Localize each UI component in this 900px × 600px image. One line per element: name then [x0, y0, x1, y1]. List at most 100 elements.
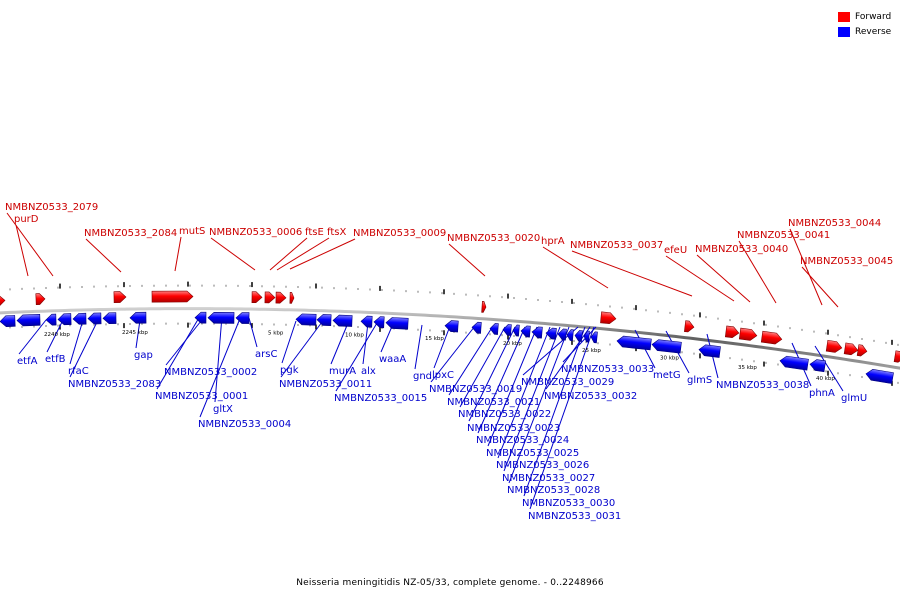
reverse-gene-label-pgk[interactable]: pgk — [280, 365, 299, 376]
reverse-gene-label-nmbnz0533-0004[interactable]: NMBNZ0533_0004 — [198, 419, 291, 430]
forward-gene-label-hpra[interactable]: hprA — [541, 236, 565, 247]
gene-arrow-forward-13[interactable] — [760, 330, 783, 345]
reverse-gene-label-etfb[interactable]: etfB — [45, 354, 66, 365]
forward-gene-label-nmbnz0533-0041[interactable]: NMBNZ0533_0041 — [737, 230, 830, 241]
forward-gene-label-nmbnz0533-0037[interactable]: NMBNZ0533_0037 — [570, 240, 663, 251]
gene-arrow-reverse-5[interactable] — [87, 312, 102, 325]
gene-arrow-forward-9[interactable] — [600, 311, 617, 324]
forward-gene-label-nmbnz0533-0040[interactable]: NMBNZ0533_0040 — [695, 244, 788, 255]
gene-arrow-reverse-13[interactable] — [332, 314, 353, 327]
gene-arrow-reverse-21[interactable] — [512, 324, 520, 337]
gene-arrow-reverse-9[interactable] — [207, 311, 235, 324]
forward-gene-label-purd[interactable]: purD — [14, 214, 39, 225]
reverse-gene-label-nmbnz0533-0033[interactable]: NMBNZ0533_0033 — [561, 364, 654, 375]
gene-arrow-reverse-34[interactable] — [809, 359, 826, 373]
reverse-gene-label-nmbnz0533-0027[interactable]: NMBNZ0533_0027 — [502, 473, 595, 484]
reverse-gene-label-glms[interactable]: glmS — [687, 375, 712, 386]
gene-arrow-forward-0[interactable] — [0, 294, 6, 307]
forward-gene-label-efeu[interactable]: efeU — [664, 245, 687, 256]
reverse-gene-label-waaa[interactable]: waaA — [379, 354, 406, 365]
forward-gene-label-ftsx[interactable]: ftsX — [327, 227, 346, 238]
gene-arrow-reverse-33[interactable] — [779, 355, 809, 371]
gene-arrow-forward-3[interactable] — [151, 290, 194, 303]
gene-arrow-reverse-23[interactable] — [531, 326, 543, 339]
reverse-gene-label-nmbnz0533-0029[interactable]: NMBNZ0533_0029 — [521, 377, 614, 388]
gene-arrow-reverse-6[interactable] — [102, 312, 117, 325]
gene-arrow-forward-14[interactable] — [825, 339, 843, 353]
reverse-gene-label-mura[interactable]: murA — [329, 366, 356, 377]
forward-gene-label-nmbnz0533-0045[interactable]: NMBNZ0533_0045 — [800, 256, 893, 267]
gene-arrow-forward-6[interactable] — [275, 291, 287, 304]
gene-arrow-reverse-25[interactable] — [557, 328, 567, 341]
gene-arrow-forward-8[interactable] — [481, 301, 487, 313]
gene-arrow-reverse-0[interactable] — [0, 315, 16, 328]
reverse-gene-label-nmbnz0533-0015[interactable]: NMBNZ0533_0015 — [334, 393, 427, 404]
gene-arrow-reverse-4[interactable] — [72, 312, 87, 325]
reverse-gene-label-rfac[interactable]: rfaC — [68, 366, 89, 377]
reverse-gene-label-nmbnz0533-0019[interactable]: NMBNZ0533_0019 — [429, 384, 522, 395]
reverse-gene-label-nmbnz0533-0038[interactable]: NMBNZ0533_0038 — [716, 380, 809, 391]
reverse-gene-label-lpxc[interactable]: lpxC — [432, 370, 454, 381]
gene-arrow-forward-4[interactable] — [251, 291, 263, 304]
forward-gene-label-nmbnz0533-2084[interactable]: NMBNZ0533_2084 — [84, 228, 177, 239]
gene-arrow-reverse-10[interactable] — [235, 312, 250, 324]
reverse-gene-label-nmbnz0533-0032[interactable]: NMBNZ0533_0032 — [544, 391, 637, 402]
forward-gene-label-muts[interactable]: mutS — [179, 226, 205, 237]
reverse-gene-label-nmbnz0533-0024[interactable]: NMBNZ0533_0024 — [476, 435, 569, 446]
reverse-gene-label-nmbnz0533-2083[interactable]: NMBNZ0533_2083 — [68, 379, 161, 390]
gene-arrow-reverse-15[interactable] — [373, 316, 385, 329]
reverse-gene-label-nmbnz0533-0021[interactable]: NMBNZ0533_0021 — [447, 397, 540, 408]
reverse-gene-label-nmbnz0533-0002[interactable]: NMBNZ0533_0002 — [164, 367, 257, 378]
reverse-gene-label-nmbnz0533-0025[interactable]: NMBNZ0533_0025 — [486, 448, 579, 459]
gene-arrow-forward-5[interactable] — [264, 291, 276, 304]
reverse-gene-label-nmbnz0533-0001[interactable]: NMBNZ0533_0001 — [155, 391, 248, 402]
gene-arrow-reverse-31[interactable] — [651, 339, 682, 354]
gene-arrow-forward-11[interactable] — [724, 325, 740, 339]
forward-gene-label-nmbnz0533-2079[interactable]: NMBNZ0533_2079 — [5, 202, 98, 213]
reverse-gene-label-nmbnz0533-0026[interactable]: NMBNZ0533_0026 — [496, 460, 589, 471]
reverse-gene-label-phna[interactable]: phnA — [809, 388, 835, 399]
gene-arrow-reverse-18[interactable] — [471, 321, 482, 334]
forward-gene-label-nmbnz0533-0044[interactable]: NMBNZ0533_0044 — [788, 218, 881, 229]
gene-arrow-reverse-29[interactable] — [590, 331, 598, 344]
gene-arrow-reverse-7[interactable] — [129, 311, 147, 324]
gene-arrow-forward-7[interactable] — [289, 292, 295, 304]
gene-arrow-forward-16[interactable] — [856, 344, 868, 357]
gene-arrow-forward-1[interactable] — [35, 293, 46, 306]
gene-arrow-reverse-22[interactable] — [520, 325, 531, 338]
gene-arrow-reverse-3[interactable] — [57, 313, 72, 326]
gene-arrow-reverse-28[interactable] — [583, 330, 590, 343]
gene-arrow-reverse-26[interactable] — [566, 329, 574, 342]
gene-arrow-reverse-20[interactable] — [502, 324, 512, 336]
reverse-gene-label-nmbnz0533-0031[interactable]: NMBNZ0533_0031 — [528, 511, 621, 522]
gene-arrow-reverse-14[interactable] — [360, 315, 373, 328]
forward-gene-label-ftse[interactable]: ftsE — [305, 227, 324, 238]
forward-gene-label-nmbnz0533-0020[interactable]: NMBNZ0533_0020 — [447, 233, 540, 244]
reverse-gene-label-arsc[interactable]: arsC — [255, 349, 277, 360]
reverse-gene-label-nmbnz0533-0030[interactable]: NMBNZ0533_0030 — [522, 498, 615, 509]
gene-arrow-reverse-35[interactable] — [865, 368, 894, 384]
gene-arrow-reverse-32[interactable] — [698, 344, 721, 358]
gene-arrow-forward-17[interactable] — [893, 350, 900, 364]
reverse-gene-label-nmbnz0533-0023[interactable]: NMBNZ0533_0023 — [467, 423, 560, 434]
reverse-gene-label-gap[interactable]: gap — [134, 350, 153, 361]
reverse-gene-label-nmbnz0533-0022[interactable]: NMBNZ0533_0022 — [458, 409, 551, 420]
reverse-gene-label-gnd[interactable]: gnd — [413, 371, 432, 382]
reverse-gene-label-nmbnz0533-0011[interactable]: NMBNZ0533_0011 — [279, 379, 372, 390]
gene-arrow-forward-12[interactable] — [738, 327, 758, 341]
gene-arrow-reverse-27[interactable] — [574, 330, 583, 342]
forward-gene-label-nmbnz0533-0006[interactable]: NMBNZ0533_0006 — [209, 227, 302, 238]
gene-arrow-reverse-17[interactable] — [444, 320, 459, 333]
gene-arrow-reverse-16[interactable] — [385, 317, 409, 330]
gene-arrow-reverse-1[interactable] — [16, 313, 41, 327]
gene-arrow-reverse-19[interactable] — [489, 323, 499, 335]
gene-arrow-forward-10[interactable] — [684, 320, 695, 333]
gene-arrow-reverse-11[interactable] — [295, 313, 317, 326]
forward-gene-label-nmbnz0533-0009[interactable]: NMBNZ0533_0009 — [353, 228, 446, 239]
gene-arrow-reverse-30[interactable] — [616, 335, 652, 351]
reverse-gene-label-alx[interactable]: alx — [361, 366, 376, 377]
gene-arrow-reverse-2[interactable] — [45, 313, 57, 326]
gene-arrow-forward-15[interactable] — [843, 342, 859, 356]
gene-arrow-reverse-24[interactable] — [545, 327, 557, 340]
gene-arrow-forward-2[interactable] — [113, 291, 127, 303]
